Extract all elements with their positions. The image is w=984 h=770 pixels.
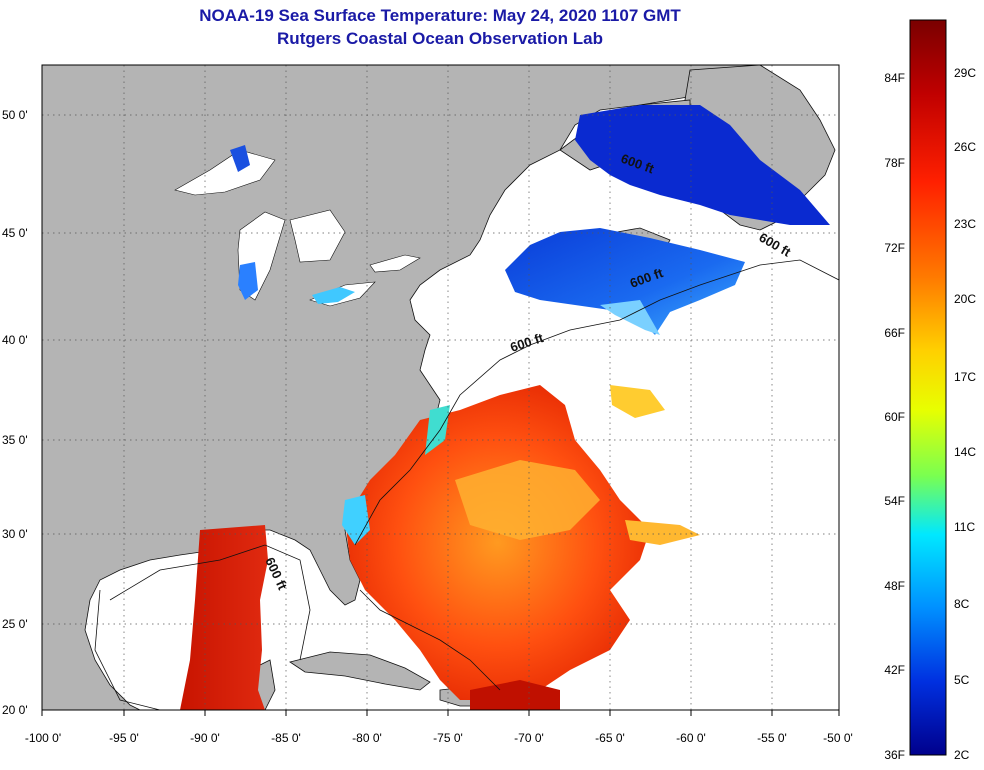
colorbar-c-label: 20C — [954, 292, 976, 306]
colorbar-f-label: 60F — [884, 410, 905, 424]
map-title: NOAA-19 Sea Surface Temperature: May 24,… — [199, 6, 681, 25]
land-cuba — [289, 651, 431, 691]
colorbar-f-label: 66F — [884, 326, 905, 340]
lon-label: -100 0' — [25, 731, 61, 745]
longitude-labels: -100 0' -95 0' -90 0' -85 0' -80 0' -75 … — [25, 731, 853, 745]
lake-erie-sst — [312, 287, 355, 304]
sst-gulf-of-maine — [505, 228, 745, 335]
colorbar-c-label: 11C — [954, 520, 975, 534]
lon-label: -95 0' — [109, 731, 139, 745]
lake-michigan-sst — [238, 262, 258, 300]
colorbar-fahrenheit-labels: 84F 78F 72F 66F 60F 54F 48F 42F 36F — [884, 71, 905, 762]
colorbar-f-label: 36F — [884, 748, 905, 762]
colorbar-f-label: 84F — [884, 71, 905, 85]
lat-label: 20 0' — [2, 703, 28, 717]
lon-label: -50 0' — [823, 731, 853, 745]
colorbar-c-label: 23C — [954, 217, 976, 231]
lon-label: -85 0' — [271, 731, 301, 745]
colorbar-c-label: 8C — [954, 597, 970, 611]
lon-ticks — [41, 710, 840, 716]
bathymetry-contours — [94, 259, 839, 710]
sst-caribbean — [470, 680, 560, 710]
sst-warm-core — [455, 460, 600, 540]
lon-label: -75 0' — [433, 731, 463, 745]
colorbar-c-label: 14C — [954, 445, 976, 459]
lat-label: 30 0' — [2, 527, 28, 541]
colorbar-celsius-labels: 29C 26C 23C 20C 17C 14C 11C 8C 5C 2C — [954, 66, 976, 762]
temperature-colorbar — [909, 19, 947, 756]
sst-gulf-stream — [345, 385, 650, 700]
latitude-labels: 50 0' 45 0' 40 0' 35 0' 30 0' 25 0' 20 0… — [2, 108, 28, 717]
colorbar-f-label: 42F — [884, 663, 905, 677]
colorbar-f-label: 78F — [884, 156, 905, 170]
colorbar-c-label: 5C — [954, 673, 970, 687]
map-subtitle: Rutgers Coastal Ocean Observation Lab — [277, 29, 603, 48]
colorbar-f-label: 54F — [884, 494, 905, 508]
colorbar-f-label: 72F — [884, 241, 905, 255]
lat-label: 50 0' — [2, 108, 28, 122]
sst-gulf-of-st-lawrence — [575, 105, 830, 225]
sst-eddy — [610, 385, 665, 418]
map-grid — [42, 65, 839, 710]
sst-shelf-edge — [600, 300, 660, 335]
sst-eddy-south — [625, 520, 700, 545]
map-border — [41, 64, 840, 711]
colorbar-f-label: 48F — [884, 579, 905, 593]
lat-label: 45 0' — [2, 226, 28, 240]
lon-label: -90 0' — [190, 731, 220, 745]
sst-cape-hatteras — [425, 405, 450, 455]
sst-gulf-of-mexico — [180, 525, 268, 710]
sst-carolina-cool — [342, 495, 370, 545]
lon-label: -80 0' — [352, 731, 382, 745]
lake-superior-sst — [230, 145, 250, 172]
lon-label: -70 0' — [514, 731, 544, 745]
colorbar-c-label: 29C — [954, 66, 976, 80]
colorbar-c-label: 2C — [954, 748, 970, 762]
lon-label: -65 0' — [595, 731, 625, 745]
lon-label: -55 0' — [757, 731, 787, 745]
colorbar-c-label: 26C — [954, 140, 976, 154]
lat-label: 40 0' — [2, 333, 28, 347]
colorbar-c-label: 17C — [954, 370, 976, 384]
lat-label: 25 0' — [2, 617, 28, 631]
lat-label: 35 0' — [2, 433, 28, 447]
lon-label: -60 0' — [676, 731, 706, 745]
